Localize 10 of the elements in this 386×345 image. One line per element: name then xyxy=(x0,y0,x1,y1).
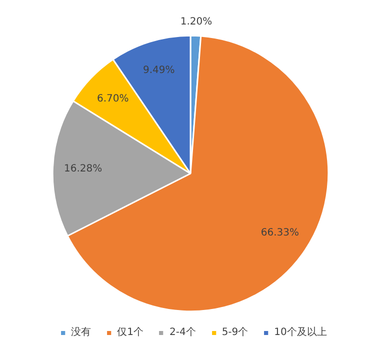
legend-label: 没有 xyxy=(71,326,92,339)
legend-label: 5-9个 xyxy=(222,326,248,339)
legend-label: 10个及以上 xyxy=(274,326,327,339)
data-label: 6.70% xyxy=(96,94,129,105)
data-label: 66.33% xyxy=(260,228,300,239)
data-label: 9.49% xyxy=(143,65,175,76)
legend-label: 2-4个 xyxy=(169,326,196,339)
legend-label: 仅1个 xyxy=(117,326,144,339)
data-label: 16.28% xyxy=(64,163,102,174)
data-label: 1.20% xyxy=(180,16,212,28)
